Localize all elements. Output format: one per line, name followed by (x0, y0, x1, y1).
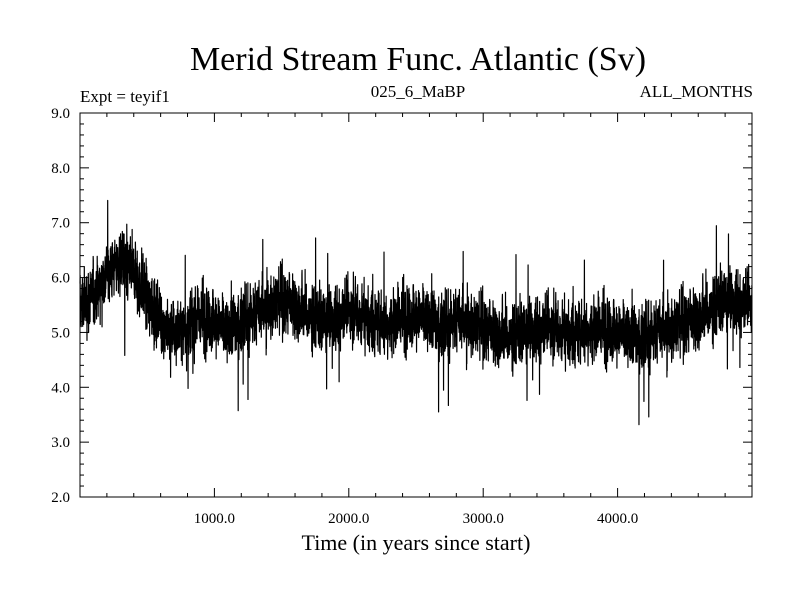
period-label: 025_6_MaBP (371, 82, 465, 101)
chart-title: Merid Stream Func. Atlantic (Sv) (190, 41, 646, 78)
y-tick-label: 7.0 (51, 216, 70, 232)
experiment-label: Expt = teyif1 (80, 87, 170, 106)
y-tick-label: 9.0 (51, 106, 70, 122)
y-tick-label: 3.0 (51, 435, 70, 451)
y-tick-label: 2.0 (51, 490, 70, 506)
x-tick-label: 4000.0 (597, 511, 638, 527)
ticks-layer: 2.0 3.0 4.0 5.0 6.0 7.0 8.0 9.0 1000.0 2000.0 3000… (51, 106, 753, 527)
series-layer (79, 199, 753, 426)
y-tick-label: 8.0 (51, 161, 70, 177)
x-axis-title: Time (in years since start) (302, 530, 531, 555)
y-tick-label: 4.0 (51, 380, 70, 396)
series-line (79, 199, 753, 426)
y-tick-label: 5.0 (51, 325, 70, 341)
x-tick-label: 3000.0 (463, 511, 504, 527)
y-tick-label: 6.0 (51, 271, 70, 287)
x-tick-label: 2000.0 (328, 511, 369, 527)
months-label: ALL_MONTHS (640, 82, 753, 101)
x-tick-label: 1000.0 (194, 511, 235, 527)
plot-frame (79, 112, 753, 498)
